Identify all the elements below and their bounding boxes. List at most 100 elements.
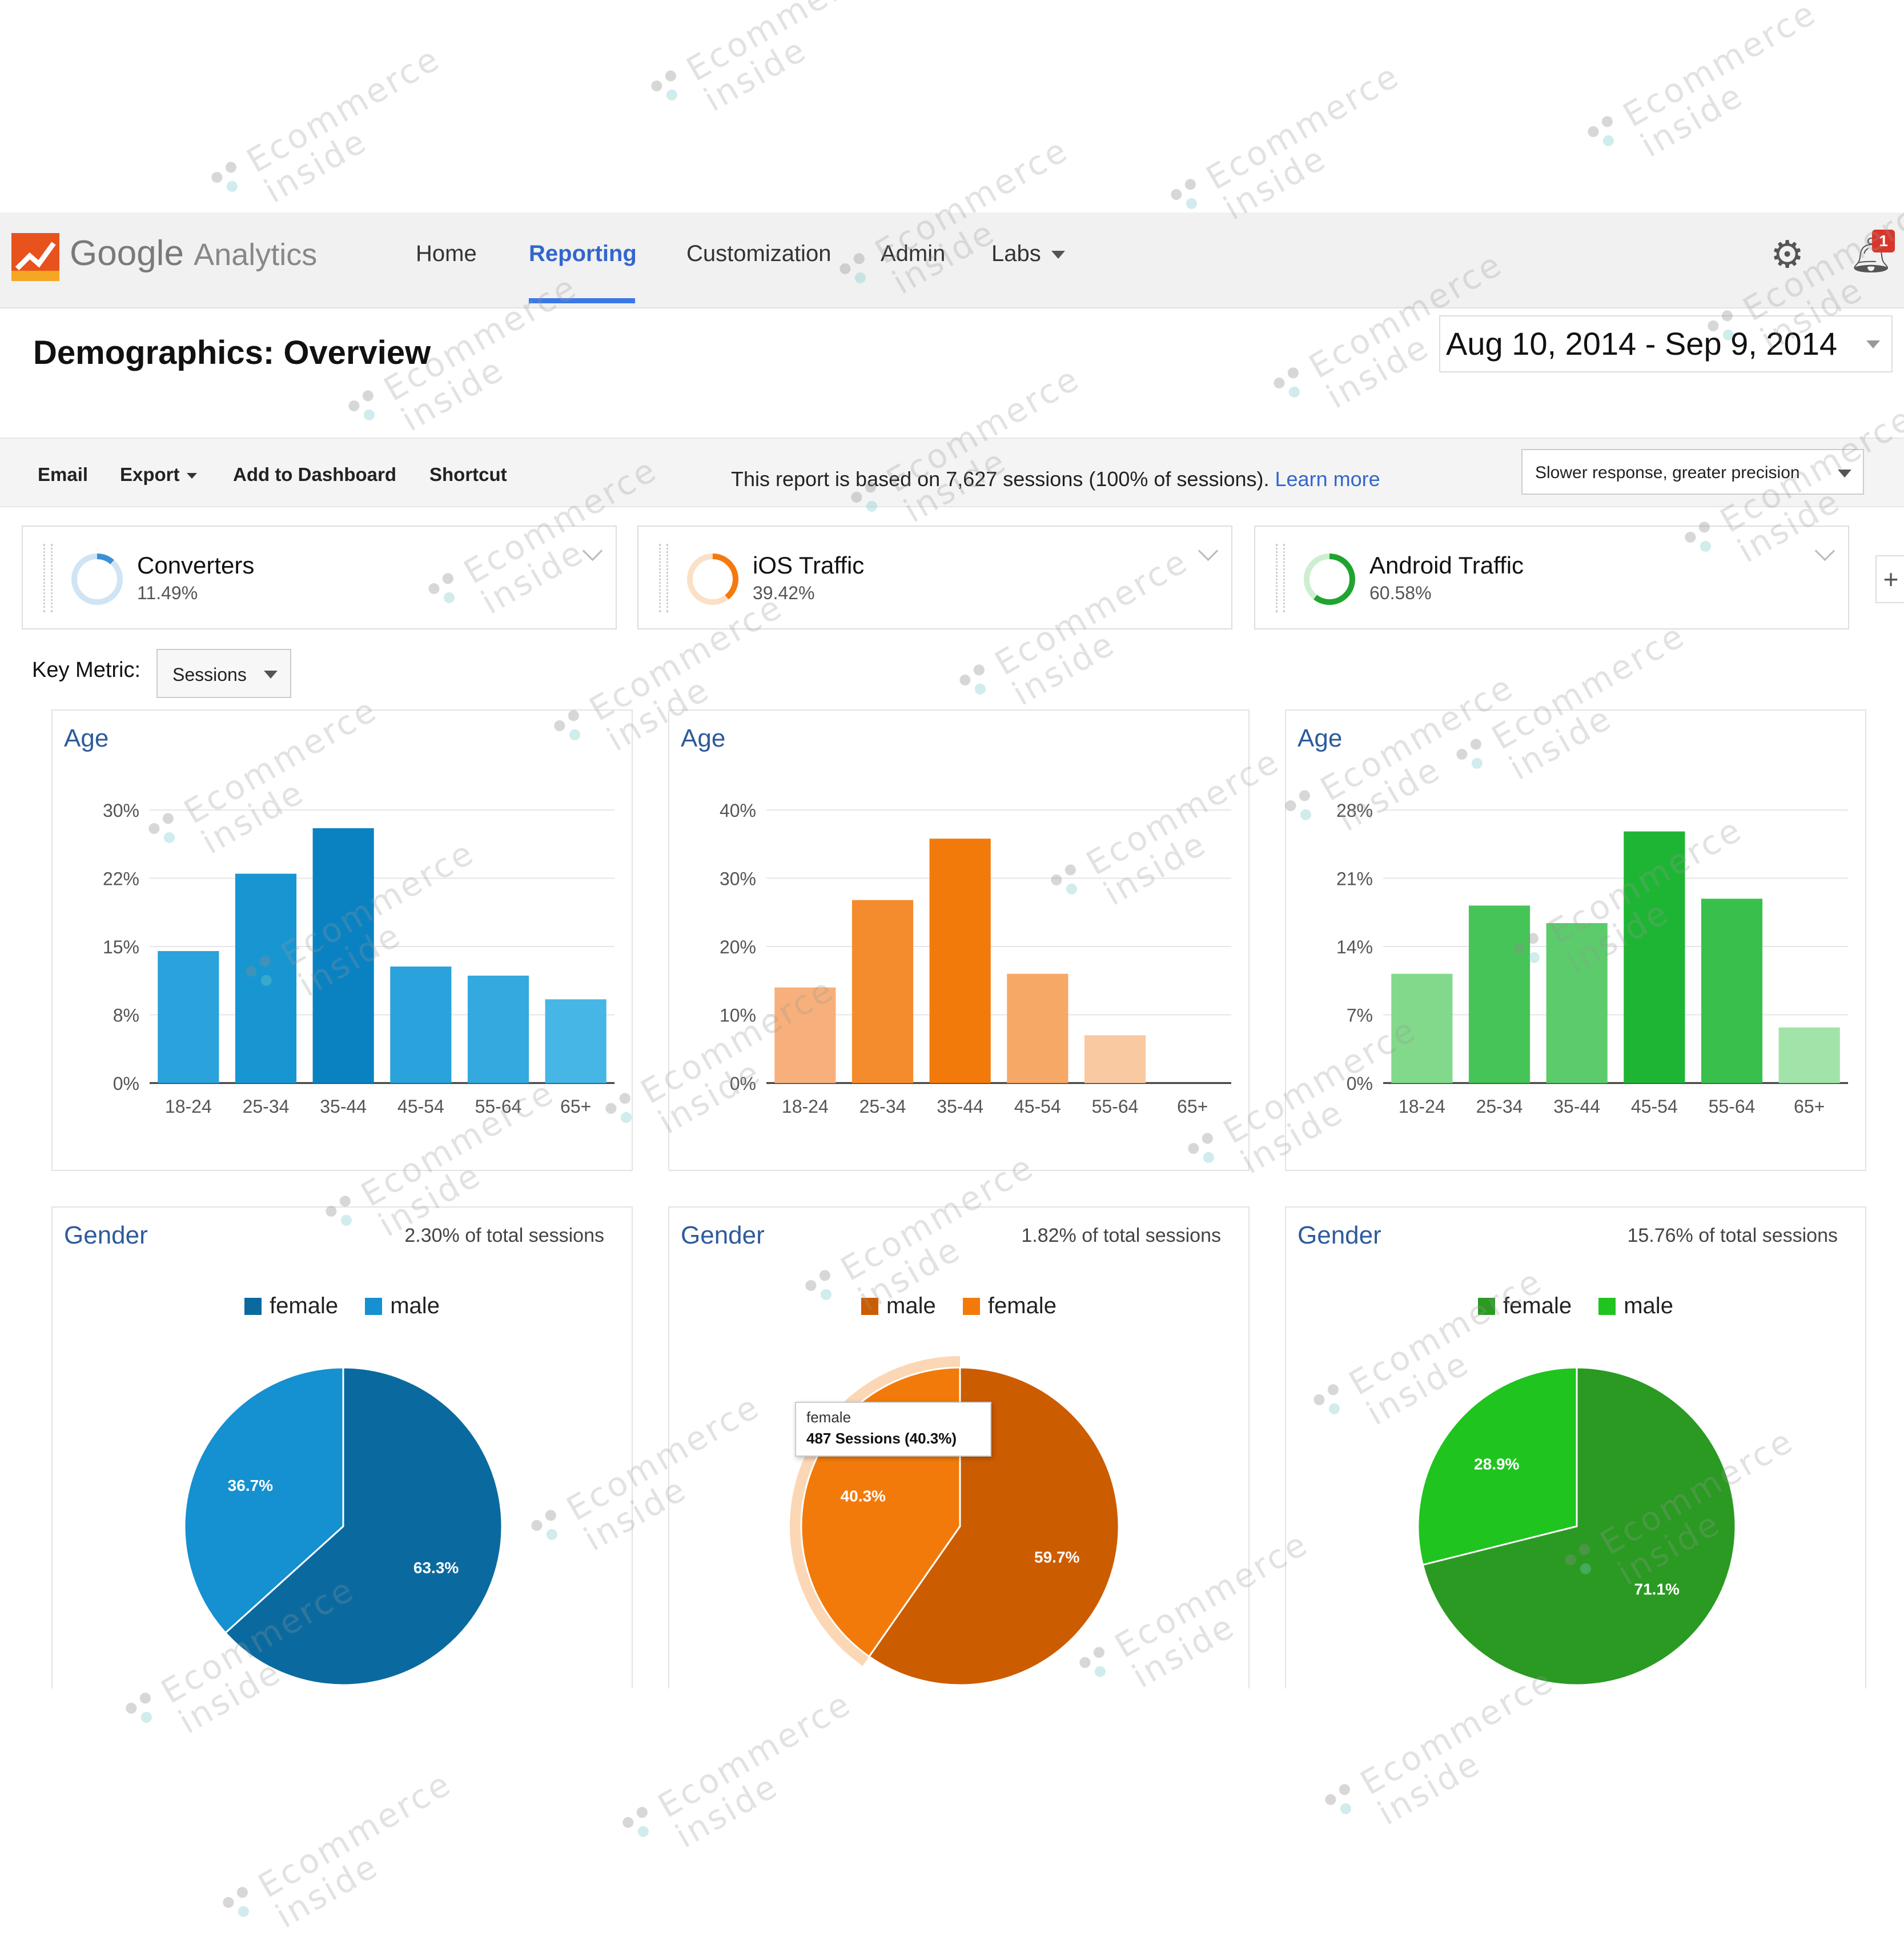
watermark-dots-icon	[617, 1799, 664, 1847]
age-bar-chart: 0% 10% 20% 30% 40% 18-24 25-34 35-44 45-54 55-64 6…	[720, 800, 1231, 1117]
precision-select[interactable]: Slower response, greater precision	[1521, 449, 1864, 495]
date-range-picker[interactable]: Aug 10, 2014 - Sep 9, 2014	[1439, 315, 1893, 372]
x-tick-label: 55-64	[475, 1096, 522, 1117]
x-tick-label: 55-64	[1092, 1096, 1139, 1117]
age-bar[interactable]	[1084, 1035, 1146, 1083]
pie-slice-label: 40.3%	[841, 1487, 886, 1505]
legend-swatch	[1478, 1298, 1496, 1315]
y-tick-label: 0%	[1347, 1073, 1373, 1094]
watermark-line1: Ecommerce	[680, 0, 887, 89]
legend-swatch	[244, 1298, 262, 1315]
y-tick-label: 14%	[1336, 937, 1373, 957]
age-bar[interactable]	[467, 975, 529, 1083]
pie-slice[interactable]	[867, 1366, 1120, 1686]
chart-tooltip: female 487 Sessions (40.3%)	[795, 1402, 991, 1457]
export-button[interactable]: Export	[120, 464, 197, 486]
legend-swatch	[962, 1298, 980, 1315]
age-chart-android: Age 0% 7% 14% 21% 28% 18-24 25-34 35-44 45-54 55-…	[1285, 709, 1866, 1171]
analytics-app: Google Analytics Home Reporting Customiz…	[0, 212, 1904, 1689]
ring-progress	[71, 554, 123, 605]
y-tick-label: 8%	[113, 1005, 139, 1026]
segment-card-converters[interactable]: Converters 11.49%	[22, 526, 617, 629]
y-tick-label: 28%	[1336, 800, 1373, 821]
pie-slice-label: 36.7%	[228, 1477, 273, 1494]
segment-name: Converters	[137, 552, 255, 579]
chart-title: Age	[1298, 724, 1343, 752]
add-segment-plus-icon[interactable]: +	[1875, 555, 1904, 603]
age-bar[interactable]	[1468, 905, 1531, 1083]
pie-slice-label: 28.9%	[1474, 1455, 1519, 1473]
pie-slice[interactable]	[1417, 1366, 1578, 1566]
nav-reporting[interactable]: Reporting	[529, 241, 637, 266]
chevron-down-icon[interactable]	[582, 540, 603, 562]
chart-legend: female male	[53, 1293, 632, 1319]
y-tick-label: 30%	[720, 869, 756, 889]
active-tab-indicator	[529, 298, 635, 303]
nav-labs[interactable]: Labs	[991, 241, 1065, 267]
y-tick-label: 0%	[730, 1073, 756, 1094]
learn-more-link[interactable]: Learn more	[1275, 467, 1380, 491]
legend-label: female	[1503, 1293, 1572, 1318]
add-to-dashboard-button[interactable]: Add to Dashboard	[233, 464, 396, 485]
legend-item[interactable]: male	[365, 1293, 440, 1319]
segment-card-ios-traffic[interactable]: iOS Traffic 39.42%	[637, 526, 1232, 629]
email-button[interactable]: Email	[38, 464, 89, 485]
drag-handle-icon[interactable]	[1276, 544, 1285, 612]
y-tick-label: 10%	[720, 1005, 756, 1026]
y-tick-label: 7%	[1347, 1005, 1373, 1026]
age-bar[interactable]	[545, 999, 606, 1083]
key-metric-select[interactable]: Sessions	[156, 649, 291, 698]
pie-slice[interactable]	[224, 1366, 503, 1686]
shortcut-button[interactable]: Shortcut	[429, 464, 507, 485]
age-bar[interactable]	[1624, 831, 1685, 1083]
report-toolbar: Email Export Add to Dashboard Shortcut T…	[0, 438, 1904, 507]
age-bar[interactable]	[1007, 973, 1069, 1083]
watermark-line2: inside	[269, 1846, 385, 1936]
watermark-line2: inside	[697, 29, 814, 119]
segment-card-android-traffic[interactable]: Android Traffic 60.58%	[1254, 526, 1849, 629]
age-bar[interactable]	[1778, 1027, 1840, 1083]
age-bar[interactable]	[312, 828, 374, 1083]
nav-customization[interactable]: Customization	[686, 241, 832, 266]
age-bar[interactable]	[929, 839, 991, 1083]
chart-subtitle: 2.30% of total sessions	[404, 1225, 604, 1246]
age-bar[interactable]	[774, 987, 836, 1083]
legend-item[interactable]: female	[244, 1293, 338, 1319]
nav-admin[interactable]: Admin	[881, 241, 946, 266]
gender-chart-converters: Gender 2.30% of total sessions female ma…	[51, 1206, 633, 1689]
age-bar[interactable]	[1701, 899, 1763, 1083]
ring-track	[71, 554, 123, 605]
x-tick-label: 35-44	[320, 1096, 367, 1117]
pie-slice[interactable]	[1421, 1366, 1737, 1686]
chart-subtitle: 1.82% of total sessions	[1021, 1225, 1221, 1246]
age-bar[interactable]	[1546, 923, 1608, 1083]
segment-name: Android Traffic	[1369, 552, 1524, 579]
age-bar[interactable]	[851, 900, 914, 1083]
analytics-logo-icon[interactable]	[11, 233, 59, 281]
drag-handle-icon[interactable]	[43, 544, 53, 612]
pie-slice[interactable]	[183, 1366, 344, 1634]
age-bar[interactable]	[235, 873, 297, 1083]
legend-item[interactable]: male	[1598, 1293, 1673, 1319]
watermark-dots-icon	[217, 1879, 264, 1927]
legend-label: male	[1624, 1293, 1673, 1318]
ring-progress	[687, 554, 738, 605]
chevron-down-icon	[1838, 470, 1851, 478]
legend-item[interactable]: male	[861, 1293, 936, 1319]
legend-item[interactable]: female	[962, 1293, 1057, 1319]
chevron-down-icon[interactable]	[1814, 540, 1835, 562]
age-bar[interactable]	[158, 951, 219, 1083]
drag-handle-icon[interactable]	[659, 544, 668, 612]
chevron-down-icon[interactable]	[1198, 540, 1219, 562]
watermark-text: Ecommerce inside	[661, 0, 887, 141]
legend-item[interactable]: female	[1478, 1293, 1572, 1319]
nav-home[interactable]: Home	[416, 241, 477, 266]
y-tick-label: 15%	[103, 937, 139, 957]
chart-title: Gender	[681, 1221, 765, 1249]
age-bar[interactable]	[1391, 973, 1453, 1083]
x-tick-label: 55-64	[1709, 1096, 1756, 1117]
age-bar[interactable]	[390, 967, 452, 1083]
gear-icon[interactable]: ⚙	[1770, 233, 1805, 275]
watermark-line1: Ecommerce	[1199, 55, 1407, 198]
legend-swatch	[365, 1298, 383, 1315]
